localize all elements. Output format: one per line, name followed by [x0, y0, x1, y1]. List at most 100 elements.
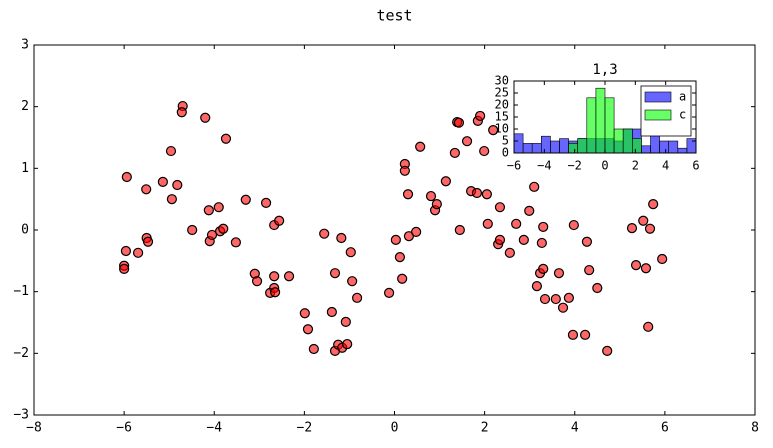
scatter-point [550, 293, 561, 305]
scatter-point [504, 247, 515, 258]
scatter-point [166, 194, 177, 205]
y-tick-label: 0 [502, 146, 509, 160]
histogram-bar [613, 128, 624, 154]
scatter-point [538, 221, 549, 233]
histogram-bar [522, 143, 533, 154]
histogram-bar [604, 97, 615, 154]
scatter-point [230, 237, 241, 248]
scatter-point [454, 224, 465, 236]
x-tick-label: −6 [507, 159, 521, 173]
y-tick-label: 30 [495, 74, 509, 88]
scatter-point [657, 253, 668, 265]
x-tick-label: 6 [661, 421, 669, 436]
chart-title: test [376, 7, 412, 25]
y-tick-label: 25 [495, 86, 509, 100]
x-tick-label: 4 [662, 159, 669, 173]
scatter-point [481, 189, 492, 200]
y-tick-label: 2 [21, 99, 29, 114]
scatter-point [581, 236, 593, 247]
scatter-point [471, 187, 483, 199]
scatter-point [345, 247, 356, 258]
scatter-point [402, 189, 414, 200]
scatter-point [567, 329, 579, 340]
scatter-point [488, 125, 499, 136]
x-tick-label: −4 [537, 159, 551, 173]
histogram-bar [577, 138, 588, 154]
histogram-bar [531, 143, 542, 154]
histogram-bar [641, 145, 651, 154]
scatter-point [397, 273, 408, 284]
scatter-point [336, 232, 347, 244]
x-tick-label: 2 [632, 159, 639, 173]
scatter-point [648, 199, 659, 210]
scatter-point [274, 215, 285, 226]
legend-swatch [644, 109, 672, 121]
histogram-bar [586, 97, 597, 154]
x-tick-label: 8 [751, 421, 759, 436]
scatter-point [121, 171, 132, 183]
histogram-bar [677, 147, 688, 154]
scatter-point [602, 345, 613, 356]
scatter-point [524, 205, 535, 216]
scatter-point [475, 110, 486, 122]
scatter-point [580, 329, 591, 340]
scatter-point [329, 268, 341, 279]
scatter-point [218, 223, 229, 234]
x-tick-label: −2 [567, 159, 581, 173]
y-tick-label: 5 [502, 134, 509, 148]
scatter-point [511, 218, 522, 229]
scatter-point [415, 141, 426, 152]
legend-swatch [644, 91, 672, 103]
scatter-point [531, 281, 542, 292]
histogram-bar [668, 140, 679, 154]
y-tick-label: −2 [13, 346, 29, 361]
x-tick-label: 2 [481, 421, 489, 436]
scatter-point [640, 263, 652, 274]
scatter-point [494, 234, 506, 245]
scatter-point [142, 236, 154, 247]
scatter-point [529, 181, 540, 192]
scatter-point [538, 263, 549, 274]
scatter-point [383, 287, 395, 298]
scatter-point [539, 293, 551, 305]
scatter-point [299, 308, 310, 319]
x-tick-label: −4 [206, 421, 222, 436]
scatter-point [638, 215, 649, 226]
scatter-point [176, 107, 187, 118]
scatter-point [260, 197, 272, 208]
scatter-point [431, 199, 442, 210]
scatter-point [394, 252, 406, 263]
scatter-point [213, 202, 224, 213]
scatter-point [157, 176, 168, 187]
scatter-point [440, 176, 451, 187]
scatter-point [494, 202, 506, 213]
x-tick-label: −2 [297, 421, 313, 436]
chart-title: 1,3 [592, 62, 617, 78]
scatter-point [479, 145, 490, 157]
histogram-bar [595, 87, 606, 154]
y-tick-label: 15 [495, 110, 509, 124]
x-tick-label: 4 [571, 421, 579, 436]
scatter-point [251, 276, 263, 287]
y-tick-label: 0 [21, 223, 29, 238]
scatter-point [319, 228, 330, 239]
scatter-point [326, 306, 337, 318]
scatter-point [518, 234, 529, 245]
y-tick-label: −1 [13, 284, 29, 299]
scatter-point [347, 276, 358, 287]
y-tick-label: 10 [495, 122, 509, 136]
scatter-point [399, 165, 410, 176]
legend-label: c [679, 108, 686, 122]
scatter-point [200, 112, 211, 123]
x-tick-label: 6 [692, 159, 699, 173]
scatter-point [269, 271, 280, 282]
y-tick-label: 20 [495, 98, 509, 112]
histogram-bar [631, 138, 642, 154]
histogram-bar [659, 140, 669, 154]
histogram-bar [540, 135, 551, 154]
scatter-point [340, 316, 351, 327]
x-tick-label: −8 [26, 421, 42, 436]
scatter-point [187, 224, 198, 236]
